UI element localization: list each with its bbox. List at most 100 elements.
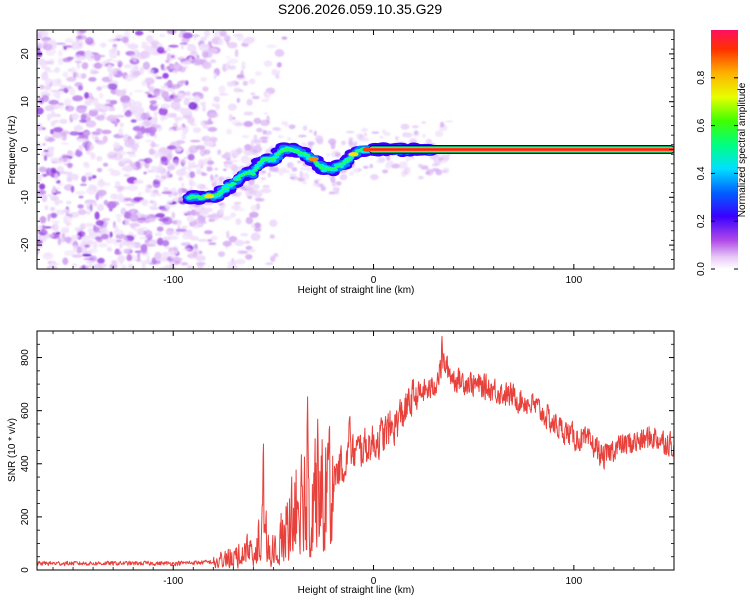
noise-blob (187, 264, 193, 269)
noise-blob (229, 159, 239, 163)
noise-blob (230, 212, 237, 218)
snr-y-tick-label: 600 (20, 402, 31, 419)
noise-blob (77, 85, 84, 91)
noise-blob (243, 121, 254, 127)
noise-blob (107, 168, 114, 172)
noise-blob (180, 262, 189, 266)
noise-blob (54, 173, 59, 182)
noise-blob (79, 265, 89, 269)
noise-blob (121, 264, 127, 269)
noise-blob (250, 92, 256, 96)
noise-blob (165, 227, 175, 236)
noise-blob (97, 257, 105, 264)
noise-blob (208, 47, 218, 54)
noise-blob (72, 95, 84, 102)
noise-blob (277, 135, 284, 139)
noise-blob (227, 58, 239, 64)
haze-blob (302, 125, 308, 131)
noise-blob (115, 214, 123, 218)
ridge-blob (324, 166, 330, 169)
noise-blob (82, 161, 89, 166)
haze-blob (345, 130, 355, 134)
noise-blob (202, 104, 206, 112)
noise-blob (52, 185, 57, 194)
colorbar-ticks: 0.0 0.2 0.4 0.6 0.8 (696, 70, 738, 276)
noise-blob (153, 111, 158, 115)
noise-blob (222, 215, 232, 221)
noise-blob (138, 191, 142, 198)
noise-blob (65, 213, 71, 217)
noise-blob (220, 30, 227, 36)
noise-blob (218, 38, 224, 46)
haze-blob (281, 169, 291, 174)
noise-blob (244, 240, 251, 244)
noise-blob (53, 119, 59, 124)
noise-blob (40, 72, 49, 81)
noise-blob (256, 127, 263, 133)
ridge-blob (358, 150, 363, 153)
haze-blob (328, 191, 336, 195)
haze-blob (382, 169, 389, 174)
noise-blob (90, 108, 100, 112)
noise-blob (164, 81, 173, 87)
noise-blob (66, 150, 73, 157)
noise-blob (106, 58, 113, 62)
noise-blob (168, 63, 174, 67)
noise-blob (144, 91, 150, 95)
noise-blob (187, 153, 195, 161)
noise-blob (147, 69, 155, 75)
noise-blob (108, 48, 117, 54)
haze-blob (187, 165, 191, 173)
noise-blob (193, 243, 198, 250)
noise-blob (171, 187, 177, 194)
noise-blob (174, 116, 180, 124)
haze-blob (289, 173, 297, 177)
noise-blob (110, 193, 119, 200)
noise-blob (115, 89, 126, 97)
ridge-blob (252, 168, 258, 172)
noise-blob (96, 156, 103, 162)
noise-blob (207, 160, 215, 165)
haze-blob (336, 181, 342, 186)
noise-blob (119, 259, 123, 266)
noise-blob (245, 245, 253, 251)
noise-blob (158, 107, 168, 116)
noise-blob (111, 60, 122, 63)
ridge-blob (274, 156, 278, 159)
noise-blob (248, 78, 256, 85)
noise-blob (51, 110, 56, 116)
noise-blob (75, 149, 83, 157)
noise-blob (105, 237, 114, 244)
ridge-blob (257, 162, 263, 165)
noise-blob (208, 242, 217, 246)
haze-blob (442, 169, 448, 173)
noise-blob (234, 259, 246, 265)
noise-blob (88, 248, 98, 254)
noise-blob (140, 112, 150, 120)
noise-blob (189, 50, 199, 57)
noise-blob (115, 239, 123, 243)
noise-blob (150, 40, 159, 46)
noise-blob (57, 237, 62, 246)
noise-blob (97, 242, 108, 248)
noise-blob (149, 262, 153, 265)
noise-blob (196, 54, 200, 59)
haze-blob (252, 139, 262, 144)
noise-blob (214, 167, 219, 171)
haze-blob (316, 178, 322, 182)
noise-blob (37, 174, 44, 178)
noise-blob (192, 34, 200, 38)
noise-blob (95, 220, 105, 226)
noise-blob (194, 95, 200, 104)
noise-blob (162, 236, 173, 241)
haze-blob (207, 166, 213, 172)
noise-blob (73, 125, 84, 132)
noise-blob (162, 72, 169, 79)
noise-blob (100, 227, 109, 234)
noise-blob (154, 251, 162, 260)
noise-blob (103, 199, 109, 206)
noise-blob (179, 42, 188, 45)
noise-blob (140, 50, 151, 59)
noise-blob (187, 116, 195, 124)
